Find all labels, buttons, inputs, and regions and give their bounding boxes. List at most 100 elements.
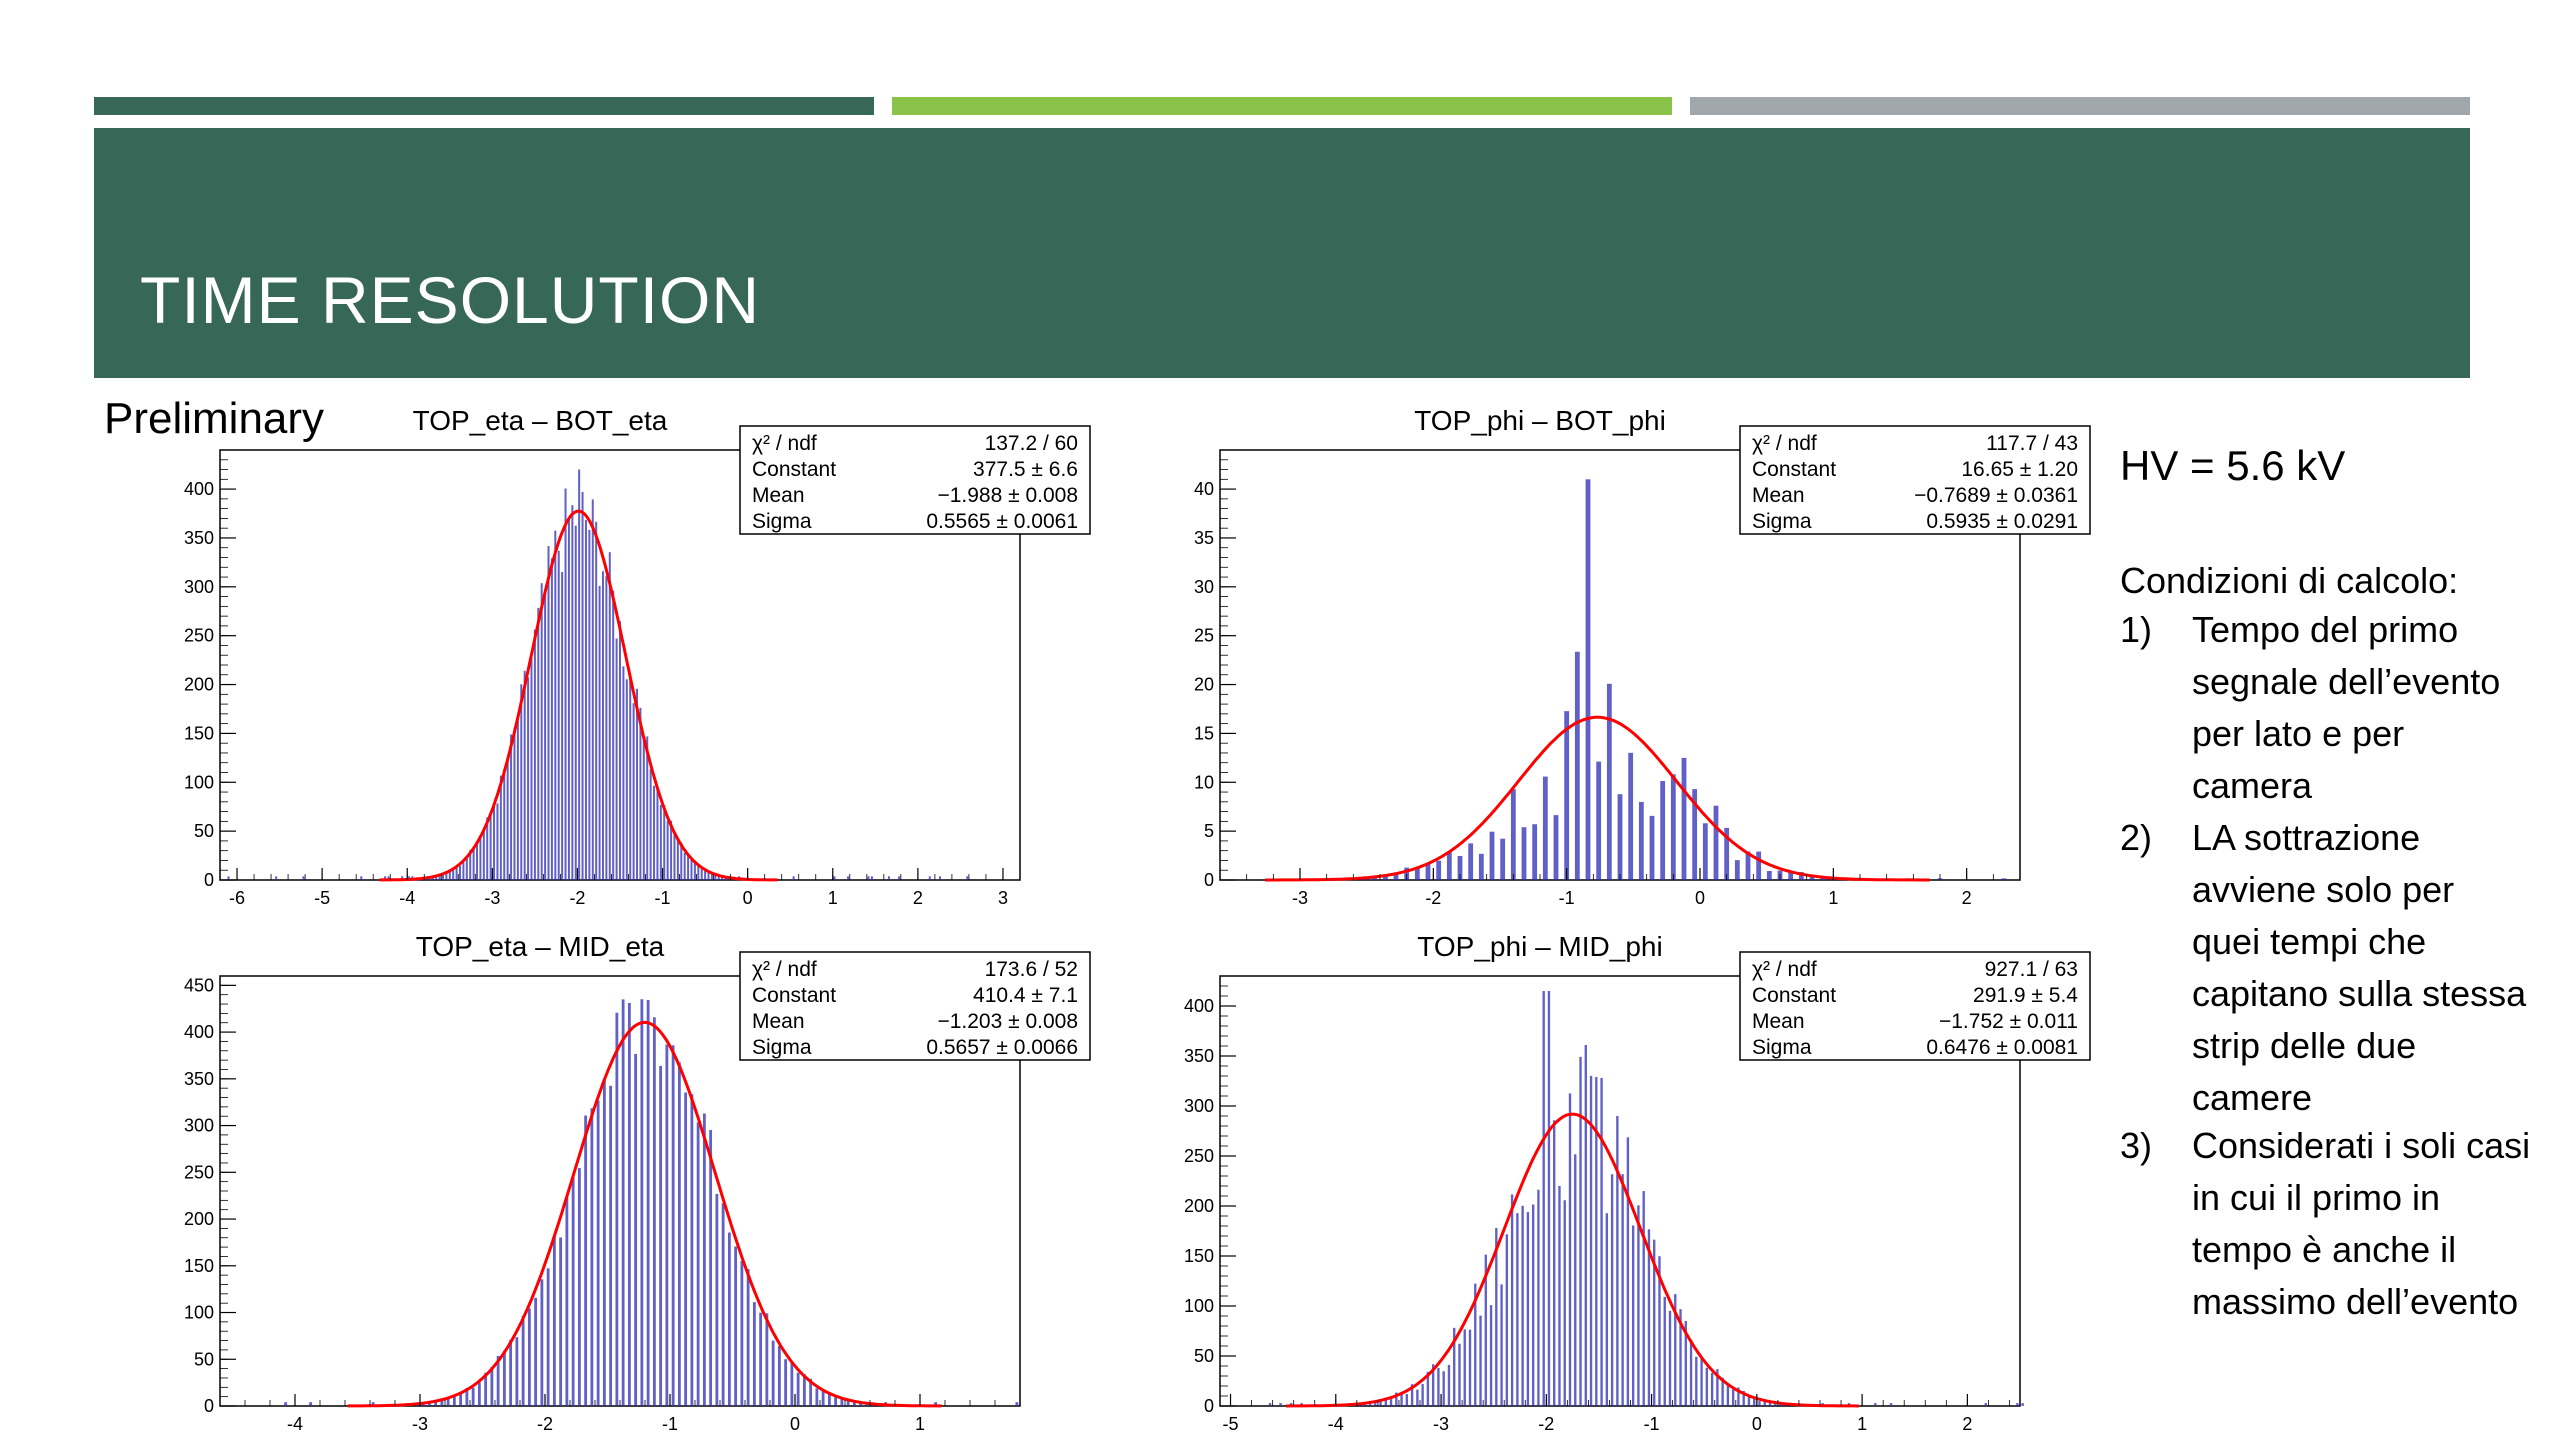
histogram-bar bbox=[571, 1176, 575, 1406]
histogram-bar bbox=[1564, 711, 1570, 880]
histogram-bar bbox=[523, 670, 526, 880]
histogram-bar bbox=[1589, 1075, 1593, 1406]
histogram-bar bbox=[649, 768, 652, 880]
x-tick-label: -5 bbox=[314, 888, 330, 908]
histogram-bar bbox=[639, 707, 642, 880]
histogram-bar bbox=[1500, 1284, 1503, 1406]
histogram-bar bbox=[1674, 1294, 1677, 1406]
histogram-bar bbox=[601, 571, 604, 880]
histogram-bar bbox=[435, 875, 438, 880]
histogram-bar bbox=[1425, 863, 1431, 880]
stats-value: 927.1 / 63 bbox=[1985, 958, 2078, 981]
histogram-bar bbox=[577, 1168, 581, 1406]
histogram-bar bbox=[777, 1345, 781, 1406]
histogram-bar bbox=[771, 1340, 775, 1406]
histogram-bar bbox=[887, 876, 890, 880]
stats-label: χ² / ndf bbox=[1752, 432, 1817, 455]
hv-label: HV = 5.6 kV bbox=[2120, 442, 2346, 489]
histogram-bar bbox=[533, 629, 536, 880]
histogram-bar bbox=[459, 865, 461, 880]
histogram-bar bbox=[1628, 752, 1634, 880]
histogram-bar bbox=[1798, 872, 1804, 880]
histogram-bar bbox=[1568, 1093, 1572, 1406]
histogram-bar bbox=[602, 1078, 606, 1406]
histogram-bar bbox=[452, 867, 455, 880]
histogram-bar bbox=[966, 876, 969, 880]
stats-label: χ² / ndf bbox=[1752, 958, 1817, 981]
histogram-bar bbox=[479, 838, 482, 880]
histogram-bar bbox=[1647, 1229, 1651, 1406]
histogram-bar bbox=[696, 1122, 700, 1406]
y-tick-label: 0 bbox=[1204, 1396, 1214, 1416]
histogram-bar bbox=[759, 1312, 763, 1406]
y-tick-label: 200 bbox=[184, 1209, 214, 1229]
histogram-bar bbox=[1585, 479, 1591, 880]
histogram-bar bbox=[489, 814, 492, 880]
x-tick-label: -6 bbox=[229, 888, 245, 908]
histogram-bar bbox=[546, 1268, 550, 1406]
histogram-bar bbox=[1489, 1305, 1493, 1406]
histogram-bar bbox=[715, 1193, 719, 1406]
y-tick-label: 250 bbox=[1184, 1146, 1214, 1166]
histogram-bar bbox=[484, 1372, 488, 1406]
histogram-bar bbox=[434, 1401, 438, 1406]
histogram-bar bbox=[1756, 851, 1762, 880]
histogram-bar bbox=[1763, 1401, 1766, 1406]
histogram-bar bbox=[1442, 1371, 1445, 1406]
histogram-bar bbox=[1478, 853, 1484, 880]
histogram-bar bbox=[1484, 1254, 1487, 1406]
histogram-bar bbox=[1668, 1310, 1672, 1406]
y-tick-label: 35 bbox=[1194, 528, 1214, 548]
histogram-bar bbox=[629, 677, 632, 880]
y-tick-label: 400 bbox=[184, 1022, 214, 1042]
histogram-bar bbox=[833, 876, 836, 880]
histogram-bar bbox=[1389, 1396, 1393, 1406]
x-tick-label: 2 bbox=[1962, 1414, 1972, 1434]
x-tick-label: 2 bbox=[1962, 888, 1972, 908]
histogram-bar bbox=[284, 1402, 288, 1406]
histogram-bar bbox=[590, 1108, 594, 1406]
histogram-bar bbox=[462, 862, 465, 880]
histogram-bar bbox=[502, 1350, 506, 1406]
y-tick-label: 10 bbox=[1194, 772, 1214, 792]
histogram-bar bbox=[796, 1372, 800, 1406]
histogram-bar bbox=[1681, 757, 1687, 880]
histogram-bar bbox=[554, 530, 557, 880]
y-tick-label: 350 bbox=[1184, 1046, 1214, 1066]
x-tick-label: -2 bbox=[569, 888, 585, 908]
histogram-bar bbox=[636, 688, 639, 880]
plot-frame bbox=[1219, 975, 2021, 1407]
y-tick-label: 200 bbox=[1184, 1196, 1214, 1216]
histogram-bar bbox=[677, 1062, 681, 1406]
histogram-bar bbox=[1547, 991, 1551, 1406]
histogram-bar bbox=[1414, 867, 1420, 880]
histogram-bar bbox=[521, 1315, 525, 1406]
histogram-bar bbox=[608, 552, 611, 880]
histogram-bar bbox=[619, 621, 621, 880]
histogram-bar bbox=[1404, 867, 1410, 880]
histogram-bar bbox=[1584, 1045, 1587, 1406]
histogram-bar bbox=[446, 1398, 450, 1406]
histogram-bar bbox=[815, 1388, 819, 1406]
stats-label: χ² / ndf bbox=[752, 432, 817, 455]
stats-label: Mean bbox=[1752, 1010, 1805, 1033]
histogram-bar bbox=[459, 1392, 463, 1406]
histogram-bar bbox=[727, 1232, 731, 1406]
histogram-bar bbox=[1610, 1174, 1614, 1406]
histogram-bar bbox=[671, 1045, 675, 1406]
histogram-bar bbox=[621, 999, 625, 1406]
histogram-bar bbox=[1457, 855, 1463, 880]
histogram-bar bbox=[1537, 1189, 1540, 1406]
histogram-bar bbox=[1716, 1369, 1719, 1406]
y-tick-label: 100 bbox=[184, 772, 214, 792]
histogram-bar bbox=[1605, 1213, 1609, 1406]
x-tick-label: 1 bbox=[915, 1414, 925, 1434]
y-tick-label: 100 bbox=[184, 1303, 214, 1323]
histogram-bar bbox=[1820, 877, 1826, 880]
histogram-bar bbox=[710, 873, 713, 880]
histogram-bar bbox=[627, 1002, 631, 1406]
histogram-bar bbox=[509, 1339, 513, 1406]
histogram-bar bbox=[709, 1130, 713, 1406]
histogram-bar bbox=[1649, 815, 1655, 880]
stats-label: χ² / ndf bbox=[752, 958, 817, 981]
